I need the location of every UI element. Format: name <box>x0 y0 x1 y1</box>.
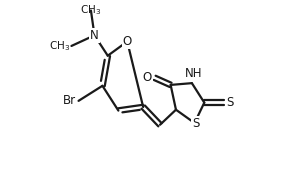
Text: CH$_3$: CH$_3$ <box>49 39 71 53</box>
Text: S: S <box>226 96 234 109</box>
Text: N: N <box>90 29 99 42</box>
Text: Br: Br <box>63 94 76 107</box>
Text: O: O <box>123 35 132 48</box>
Text: CH$_3$: CH$_3$ <box>80 4 102 17</box>
Text: O: O <box>143 71 152 84</box>
Text: NH: NH <box>185 68 203 81</box>
Text: S: S <box>192 117 199 130</box>
